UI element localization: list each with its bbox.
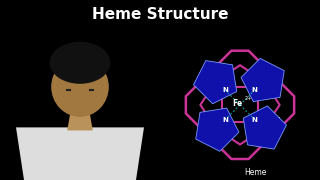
- Text: P: P: [258, 131, 262, 140]
- Text: Heme: Heme: [245, 168, 267, 177]
- Text: N: N: [222, 117, 228, 123]
- Text: Fe: Fe: [232, 99, 243, 108]
- Polygon shape: [241, 58, 284, 102]
- Text: M: M: [200, 84, 206, 93]
- Ellipse shape: [50, 42, 110, 84]
- Ellipse shape: [51, 57, 109, 117]
- Polygon shape: [16, 127, 144, 180]
- Text: N: N: [252, 117, 258, 123]
- Text: Heme Structure: Heme Structure: [92, 7, 228, 22]
- Text: N: N: [252, 87, 258, 93]
- Polygon shape: [196, 108, 239, 151]
- Polygon shape: [194, 61, 237, 104]
- Text: P: P: [218, 131, 222, 140]
- Text: V: V: [274, 84, 279, 93]
- Text: M: M: [200, 117, 206, 126]
- Text: M: M: [257, 69, 263, 78]
- Polygon shape: [243, 106, 286, 149]
- Text: M: M: [274, 117, 280, 126]
- Polygon shape: [67, 112, 93, 130]
- Text: 2+: 2+: [244, 96, 252, 101]
- Text: V: V: [217, 69, 222, 78]
- Text: N: N: [222, 87, 228, 93]
